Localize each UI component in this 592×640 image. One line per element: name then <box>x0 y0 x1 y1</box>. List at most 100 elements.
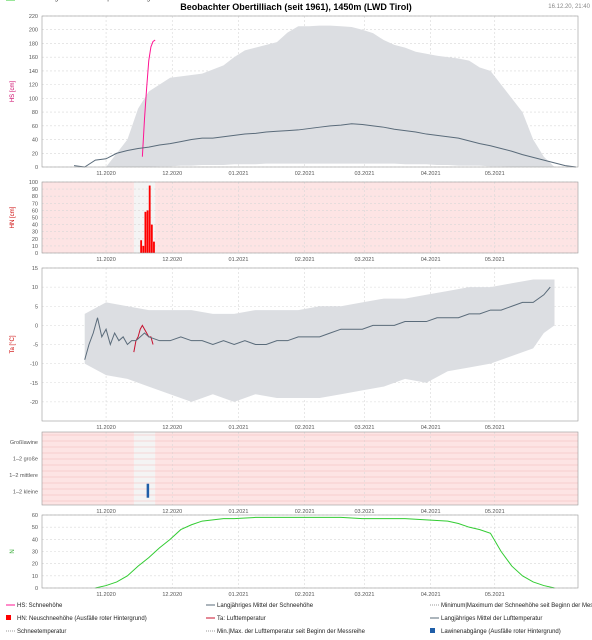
x-tick-label: 01.2021 <box>229 171 249 177</box>
x-tick-label: 05.2021 <box>485 509 505 515</box>
legend-item: Langjähriges Mittel der Schneehöhe <box>206 603 314 609</box>
panel-frame <box>41 181 579 254</box>
legend-label: Langjähriges Mittel der Schneehöhe <box>217 603 314 609</box>
timestamp: 16.12.20, 21:40 <box>548 4 590 10</box>
x-tick-label: 01.2021 <box>229 425 249 431</box>
legend-item: Schneetemperatur <box>6 629 66 635</box>
panel-avalanches: 11.2020 12.2020 01.2021 02.2021 03.2021 04.20… <box>9 431 579 515</box>
x-tick-label: 03.2021 <box>355 425 375 431</box>
new-snow-bar <box>140 240 143 253</box>
legend-label: Ta: Lufttemperatur <box>217 616 266 622</box>
y-axis-label: N <box>10 549 16 553</box>
x-tick-label: 04.2021 <box>421 425 441 431</box>
y-tick-label: -5 <box>33 343 38 349</box>
x-tick-label: 02.2021 <box>295 171 315 177</box>
new-snow-bar <box>153 241 155 253</box>
new-snow-bar <box>142 245 145 253</box>
y-tick-label: 40 <box>32 138 38 144</box>
new-snow-bar <box>146 210 149 253</box>
panel-frame <box>41 267 579 422</box>
y-tick-label: 50 <box>32 525 38 531</box>
y-tick-label: -10 <box>30 362 38 368</box>
x-tick-label: 11.2020 <box>96 257 115 263</box>
x-tick-label: 11.2020 <box>96 425 115 431</box>
panel-snow_depth: 11.2020 12.2020 01.2021 02.2021 03.2021 04.20… <box>10 14 579 177</box>
y-tick-label: -20 <box>30 400 38 406</box>
y-tick-label: 180 <box>29 41 38 47</box>
legend-label: HN: Neuschneehöhe (Ausfälle roter Hinter… <box>17 616 147 622</box>
x-tick-label: 12.2020 <box>162 171 182 177</box>
y-tick-label: 5 <box>35 304 38 310</box>
y-tick-label: 70 <box>32 201 38 207</box>
new-snow-bar <box>150 224 153 253</box>
panel-missing-background <box>42 432 578 505</box>
y-tick-label: 0 <box>35 586 38 592</box>
chart-title: Beobachter Obertilliach (seit 1961), 145… <box>180 2 411 12</box>
legend-label: Lawinenabgänge (Ausfälle roter Hintergru… <box>441 629 561 635</box>
y-tick-label: 80 <box>32 110 38 116</box>
legend-item: Min.|Max. der Lufttemperatur seit Beginn… <box>206 629 366 635</box>
legend-label: Langjähriges Mittel der Lufttemperatur <box>441 616 542 622</box>
y-axis-label: HS [cm] <box>10 81 16 103</box>
x-tick-label: 11.2020 <box>96 171 115 177</box>
x-tick-label: 02.2021 <box>295 592 315 598</box>
x-tick-label: 12.2020 <box>162 425 182 431</box>
minmax-band <box>106 25 555 168</box>
legend-label: Min.|Max. der Lufttemperatur seit Beginn… <box>217 629 366 635</box>
legend-item: Langjähriges Mittel der Lufttemperatur <box>430 616 542 622</box>
legend-swatch <box>6 615 11 620</box>
y-tick-label: 20 <box>32 151 38 157</box>
y-tick-label: 200 <box>29 28 38 34</box>
y-tick-label: 160 <box>29 55 38 61</box>
y-tick-label: 20 <box>32 562 38 568</box>
y-tick-label: 140 <box>29 69 38 75</box>
panel-frame <box>41 15 579 168</box>
x-tick-label: 11.2020 <box>96 592 115 598</box>
x-tick-label: 12.2020 <box>162 592 182 598</box>
x-tick-label: 04.2021 <box>421 171 441 177</box>
y-tick-label: 10 <box>32 244 38 250</box>
x-tick-label: 02.2021 <box>295 509 315 515</box>
y-tick-label: 40 <box>32 537 38 543</box>
x-tick-label: 03.2021 <box>355 509 375 515</box>
x-tick-label: 01.2021 <box>229 509 249 515</box>
legend-item: Lawinenabgänge (Ausfälle roter Hintergru… <box>430 628 561 635</box>
legend-item: HN: Neuschneehöhe (Ausfälle roter Hinter… <box>6 615 147 622</box>
x-tick-label: 04.2021 <box>421 509 441 515</box>
legend-label: N: Anzahl der gemessenen Jahre pro Kalen… <box>17 0 150 2</box>
y-tick-label: 120 <box>29 83 38 89</box>
y-tick-label: 30 <box>32 230 38 236</box>
y-tick-label: 80 <box>32 194 38 200</box>
chart-panels: 11.2020 12.2020 01.2021 02.2021 03.2021 04.20… <box>9 14 579 598</box>
y-tick-label: 60 <box>32 208 38 214</box>
x-tick-label: 01.2021 <box>229 592 249 598</box>
series-line <box>73 123 576 168</box>
legend-item: Ta: Lufttemperatur <box>206 616 266 622</box>
category-label: 1–2 große <box>13 457 38 463</box>
y-tick-label: -15 <box>30 381 38 387</box>
legend-label: Minimum|Maximum der Schneehöhe seit Begi… <box>441 603 592 609</box>
legend-item: Minimum|Maximum der Schneehöhe seit Begi… <box>430 603 592 609</box>
legend-label: HS: Schneehöhe <box>17 603 63 609</box>
legend-item: N: Anzahl der gemessenen Jahre pro Kalen… <box>6 0 150 2</box>
panel-frame <box>41 431 579 506</box>
legend: HS: Schneehöhe Langjähriges Mittel der Sc… <box>6 0 592 635</box>
panel-frame <box>41 514 579 589</box>
y-tick-label: 0 <box>35 323 38 329</box>
y-axis-label: HN [cm] <box>10 206 16 228</box>
y-tick-label: 20 <box>32 237 38 243</box>
y-tick-label: 60 <box>32 513 38 519</box>
category-label: 1–2 kleine <box>13 490 38 496</box>
x-tick-label: 05.2021 <box>485 592 505 598</box>
y-tick-label: 90 <box>32 187 38 193</box>
new-snow-bar <box>148 185 151 253</box>
y-tick-label: 15 <box>32 266 38 272</box>
category-label: 1–2 mittlere <box>9 473 38 479</box>
x-tick-label: 04.2021 <box>421 257 441 263</box>
y-tick-label: 220 <box>29 14 38 20</box>
y-tick-label: 40 <box>32 223 38 229</box>
x-tick-label: 02.2021 <box>295 257 315 263</box>
y-tick-label: 30 <box>32 550 38 556</box>
x-tick-label: 05.2021 <box>485 171 505 177</box>
